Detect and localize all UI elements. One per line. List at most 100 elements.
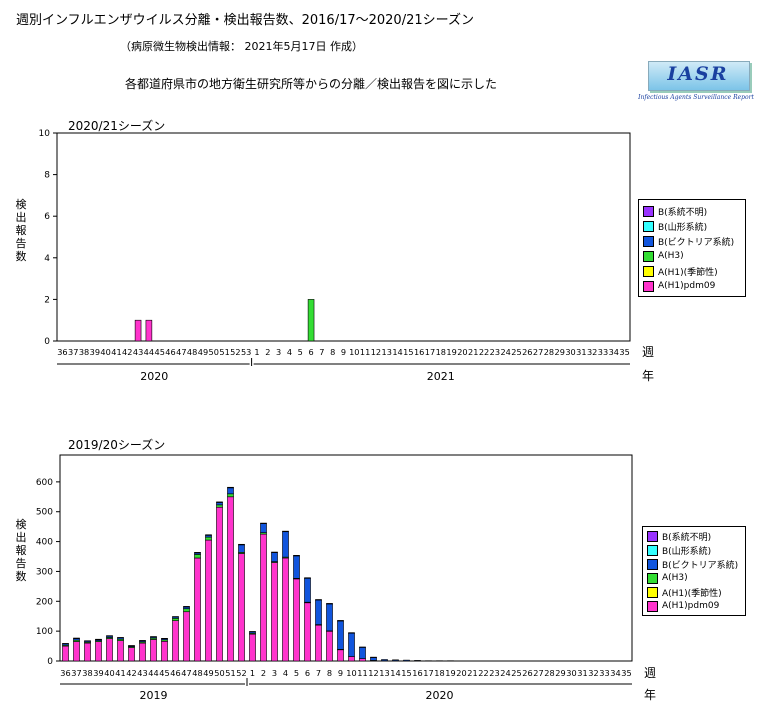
- x-tick-label: 23: [490, 348, 500, 357]
- x-tick-label: 37: [68, 348, 78, 357]
- iasr-logo-box: [648, 61, 750, 91]
- x-tick-label: 34: [609, 348, 619, 357]
- y-axis-label-char: 数: [16, 250, 27, 263]
- legend-label: B(ビクトリア系統): [658, 237, 735, 248]
- x-tick-label: 16: [414, 348, 424, 357]
- legend1-item-b-unknown: B(系統不明): [643, 204, 707, 218]
- x-tick-label: 49: [198, 348, 208, 357]
- legend-swatch: [643, 280, 654, 292]
- legend-swatch: [643, 205, 654, 217]
- iasr-logo-text: IASR: [667, 63, 729, 85]
- page-subtitle: （病原微生物検出情報： 2021年5月17日 作成）: [120, 40, 363, 53]
- x-tick-label: 29: [555, 348, 565, 357]
- x-tick-label: 46: [165, 348, 175, 357]
- legend-swatch: [647, 558, 658, 570]
- x-tick-label: 36: [57, 348, 67, 357]
- x-tick-label: 40: [100, 348, 110, 357]
- legend-label: B(系統不明): [658, 207, 708, 218]
- chart1-title: 2020/21シーズン: [68, 119, 166, 133]
- legend-label: B(山形系統): [662, 546, 712, 557]
- x-tick-label: 1: [254, 348, 259, 357]
- x-tick-label: 24: [500, 348, 510, 357]
- y-tick-label: 10: [39, 129, 51, 139]
- x-tick-label: 13: [382, 348, 392, 357]
- legend2-item-a-h1-seasonal: A(H1)(季節性): [647, 585, 722, 599]
- x-tick-label: 7: [319, 348, 324, 357]
- x-tick-label: 14: [392, 348, 402, 357]
- page-description: 各都道府県市の地方衛生研究所等からの分離／検出報告を図に示した: [125, 77, 498, 91]
- x-tick-label: 38: [79, 348, 89, 357]
- legend1-item-a-h1-seasonal: A(H1)(季節性): [643, 264, 718, 278]
- legend2-item-b-unknown: B(系統不明): [647, 529, 711, 543]
- y-tick-label: 8: [44, 171, 50, 181]
- legend-label: B(系統不明): [662, 532, 712, 543]
- x-tick-label: 32: [587, 348, 597, 357]
- x-tick-label: 45: [155, 348, 165, 357]
- x-tick-label: 25: [511, 348, 521, 357]
- legend-label: A(H1)pdm09: [658, 281, 716, 291]
- x-axis-label-week: 週: [642, 345, 654, 359]
- legend-swatch: [643, 235, 654, 247]
- legend-label: A(H3): [658, 251, 684, 261]
- y-tick-label: 2: [44, 295, 50, 305]
- legend1-item-b-yamagata: B(山形系統): [643, 219, 707, 233]
- y-tick-label: 0: [44, 337, 50, 347]
- x-axis-label-year: 年: [642, 369, 654, 383]
- bar-segment: [134, 319, 142, 342]
- page-title: 週別インフルエンザウイルス分離・検出報告数、2016/17～2020/21シーズ…: [16, 13, 474, 28]
- legend2-item-a-h1pdm09: A(H1)pdm09: [647, 599, 719, 613]
- x-tick-label: 6: [308, 348, 313, 357]
- chart2-title: 2019/20シーズン: [68, 438, 166, 452]
- x-tick-label: 48: [187, 348, 197, 357]
- x-tick-label: 15: [403, 348, 413, 357]
- x-tick-label: 53: [241, 348, 251, 357]
- legend-label: A(H3): [662, 573, 688, 583]
- bar-segment: [145, 319, 153, 342]
- legend-swatch: [647, 544, 658, 556]
- x-tick-label: 20: [457, 348, 467, 357]
- legend2-item-a-h3: A(H3): [647, 571, 688, 585]
- x-tick-label: 22: [479, 348, 489, 357]
- x-tick-label: 11: [360, 348, 370, 357]
- x-tick-label: 9: [341, 348, 346, 357]
- x-tick-label: 39: [90, 348, 100, 357]
- chart1-legend: B(系統不明) B(山形系統) B(ビクトリア系統) A(H3) A(H1)(季…: [638, 199, 746, 297]
- legend2-item-b-victoria: B(ビクトリア系統): [647, 557, 738, 571]
- x-tick-label: 50: [209, 348, 219, 357]
- legend1-item-a-h3: A(H3): [643, 249, 684, 263]
- x-tick-label: 8: [330, 348, 335, 357]
- bar-segment: [307, 299, 315, 342]
- legend1-item-b-victoria: B(ビクトリア系統): [643, 234, 734, 248]
- y-axis-label-char: 告: [16, 237, 27, 250]
- x-tick-label: 27: [533, 348, 543, 357]
- chart2-legend: B(系統不明) B(山形系統) B(ビクトリア系統) A(H3) A(H1)(季…: [642, 526, 746, 616]
- y-axis-label-char: 検: [16, 197, 27, 211]
- y-axis-label-char: 報: [16, 224, 27, 237]
- legend-swatch: [647, 530, 658, 542]
- x-tick-label: 5: [298, 348, 303, 357]
- legend1-item-a-h1pdm09: A(H1)pdm09: [643, 279, 715, 293]
- year-label: 2021: [427, 370, 455, 383]
- x-tick-label: 12: [371, 348, 381, 357]
- x-tick-label: 3: [276, 348, 281, 357]
- x-tick-label: 19: [446, 348, 456, 357]
- x-tick-label: 21: [468, 348, 478, 357]
- x-tick-label: 42: [122, 348, 132, 357]
- x-tick-label: 31: [576, 348, 586, 357]
- x-tick-label: 43: [133, 348, 143, 357]
- x-tick-label: 30: [565, 348, 575, 357]
- x-tick-label: 33: [598, 348, 608, 357]
- legend-swatch: [643, 220, 654, 232]
- x-tick-label: 4: [287, 348, 292, 357]
- y-tick-label: 4: [44, 254, 50, 264]
- x-tick-label: 47: [176, 348, 186, 357]
- legend-swatch: [647, 572, 658, 584]
- legend-label: A(H1)(季節性): [662, 588, 722, 599]
- legend-label: B(ビクトリア系統): [662, 560, 739, 571]
- y-tick-label: 6: [44, 212, 50, 222]
- legend2-item-b-yamagata: B(山形系統): [647, 543, 711, 557]
- x-tick-label: 35: [619, 348, 629, 357]
- x-tick-label: 26: [522, 348, 532, 357]
- x-tick-label: 10: [349, 348, 359, 357]
